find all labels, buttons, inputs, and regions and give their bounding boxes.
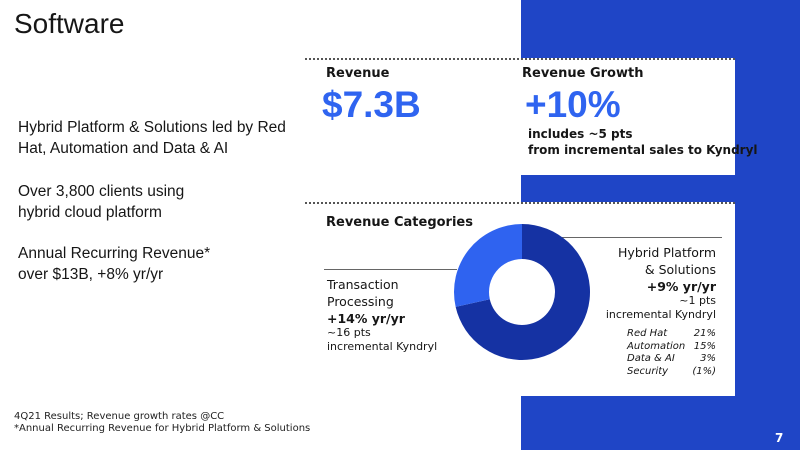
transaction-pts: ~16 pts (327, 326, 371, 339)
revenue-label: Revenue (326, 66, 390, 81)
transaction-label: Transaction Processing +14% yr/yr (327, 276, 405, 327)
breakdown-row: Automation 15% (627, 341, 716, 354)
hybrid-kyndryl: incremental Kyndryl (605, 308, 716, 321)
breakdown-row: Data & AI 3% (627, 353, 716, 366)
breakdown-value: 21% (693, 328, 716, 339)
page-number: 7 (775, 431, 784, 445)
breakdown-name: Red Hat (627, 328, 668, 339)
hybrid-name-2: & Solutions (644, 262, 716, 277)
hybrid-pts: ~1 pts (679, 294, 716, 307)
revenue-card (305, 58, 735, 175)
divider-right (562, 237, 722, 238)
breakdown-row: Red Hat 21% (627, 328, 716, 341)
breakdown-name: Security (627, 365, 669, 377)
revenue-donut-chart (454, 224, 590, 360)
breakdown-value: 3% (700, 353, 716, 364)
transaction-growth: +14% yr/yr (327, 311, 405, 326)
hybrid-label: Hybrid Platform & Solutions +9% yr/yr (618, 244, 716, 295)
footnote-1: 4Q21 Results; Revenue growth rates @CC (14, 411, 225, 422)
breakdown-name: Automation (627, 340, 686, 352)
hybrid-name-1: Hybrid Platform (618, 245, 716, 260)
donut-slice-hybrid-platform-solutions (455, 224, 590, 360)
breakdown-value: (1%) (692, 365, 716, 377)
breakdown-row: Security (1%) (627, 366, 716, 379)
transaction-name-1: Transaction (327, 277, 399, 292)
revenue-value: $7.3B (322, 84, 421, 125)
bullet-2: Over 3,800 clients using hybrid cloud pl… (18, 183, 185, 221)
footnote-2: *Annual Recurring Revenue for Hybrid Pla… (14, 423, 311, 434)
hybrid-growth: +9% yr/yr (646, 279, 716, 294)
growth-note-1: includes ~5 pts (528, 127, 633, 141)
hybrid-note: ~1 pts incremental Kyndryl (606, 294, 716, 322)
breakdown-name: Data & AI (627, 353, 675, 364)
hybrid-breakdown-table: Red Hat 21% Automation 15% Data & AI 3% Securi… (627, 328, 716, 378)
categories-title: Revenue Categories (326, 215, 473, 230)
growth-note-2: from incremental sales to Kyndryl (528, 143, 758, 157)
transaction-kyndryl: incremental Kyndryl (327, 340, 438, 353)
breakdown-value: 15% (693, 340, 716, 352)
growth-value: +10% (525, 84, 621, 125)
page-title: Software (14, 8, 125, 39)
bullet-1: Hybrid Platform & Solutions led by Red H… (18, 119, 286, 157)
transaction-name-2: Processing (327, 294, 394, 309)
bullet-3: Annual Recurring Revenue* over $13B, +8%… (18, 245, 211, 283)
transaction-note: ~16 pts incremental Kyndryl (327, 326, 437, 354)
growth-label: Revenue Growth (522, 66, 644, 81)
divider-left (324, 269, 457, 270)
donut-slice-transaction-processing (454, 224, 522, 307)
